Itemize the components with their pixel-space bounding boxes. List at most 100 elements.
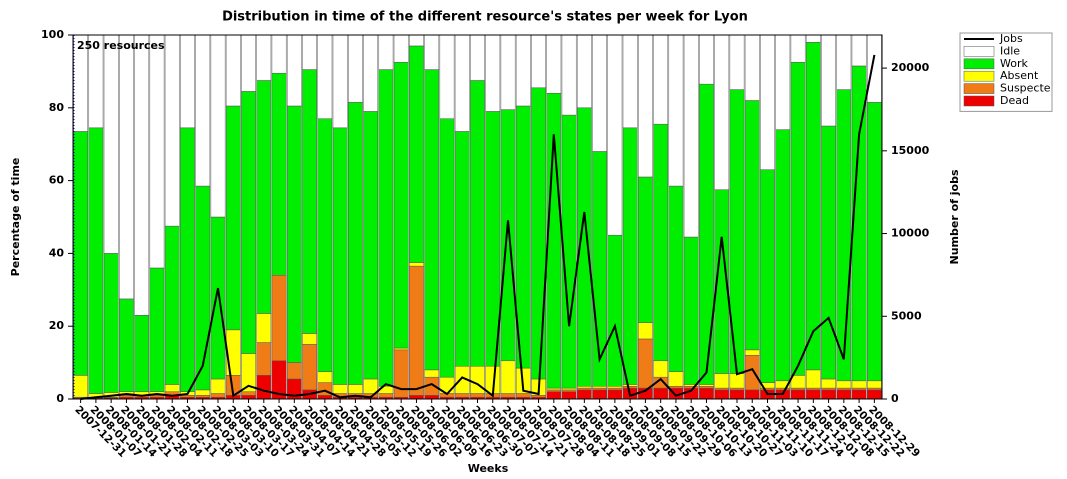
legend-label: Idle	[1000, 44, 1020, 57]
bar-segment	[729, 34, 745, 90]
bar-segment	[576, 34, 592, 109]
bar-segment	[821, 34, 836, 127]
bar-segment	[409, 45, 424, 263]
bar-segment	[836, 380, 852, 389]
chart-title: Distribution in time of the different re…	[222, 10, 748, 25]
bar-segment	[790, 62, 806, 376]
bar-segment	[241, 34, 256, 92]
bar-segment	[576, 386, 592, 389]
annotation: 250 resources	[77, 39, 165, 52]
jobs-line	[80, 54, 876, 400]
bar-segment	[180, 34, 195, 129]
bar-segment	[393, 34, 409, 63]
bar-segment	[500, 34, 516, 110]
bar-segment	[332, 34, 348, 129]
bar-segment	[210, 34, 226, 218]
legend-label: Absent	[1000, 69, 1039, 82]
legend-swatch	[963, 70, 995, 82]
y-tick-label: 40	[49, 246, 65, 259]
bar-segment	[470, 365, 485, 394]
y-tick-label: 100	[41, 28, 64, 41]
bar-segment	[531, 34, 546, 89]
bar-segment	[805, 42, 821, 371]
bar-segment	[866, 389, 882, 400]
bar-segment	[286, 34, 302, 107]
bar-segment	[790, 375, 806, 389]
bar-segment	[332, 384, 348, 394]
bar-segment	[653, 360, 669, 378]
bar-segment	[149, 34, 165, 269]
bar-segment	[668, 386, 684, 389]
bar-segment	[622, 384, 638, 387]
bar-segment	[470, 80, 485, 367]
y-tick-label: 60	[49, 174, 65, 187]
bar-segment	[607, 387, 623, 391]
bar-segment	[836, 89, 852, 382]
y-tick-label: 20	[49, 319, 65, 332]
bar-segment	[424, 69, 440, 371]
bar-segment	[866, 387, 882, 391]
bar-segment	[760, 169, 775, 383]
bar-segment	[134, 315, 150, 392]
bar-segment	[73, 375, 89, 398]
bar-segment	[546, 387, 562, 391]
y2-tick-label: 20000	[891, 61, 930, 74]
bar-segment	[714, 373, 730, 389]
bar-segment	[256, 375, 272, 400]
bar-segment	[531, 395, 546, 398]
bar-segment	[546, 34, 562, 94]
bar-segment	[592, 387, 607, 391]
bar-segment	[225, 329, 241, 376]
bar-segment	[607, 34, 623, 236]
bar-segment	[393, 62, 409, 349]
bar-segment	[622, 127, 638, 385]
legend-swatch	[963, 46, 995, 57]
bar-segment	[790, 389, 806, 400]
bar-segment	[683, 386, 699, 389]
y2-tick-label: 10000	[891, 227, 930, 240]
bar-segment	[256, 313, 272, 343]
bar-segment	[760, 387, 775, 391]
y2-tick-label: 0	[891, 392, 899, 405]
y2-tick-label: 15000	[891, 144, 930, 157]
bar-segment	[134, 34, 150, 316]
bar-segment	[607, 234, 623, 387]
bar-segment	[851, 389, 867, 400]
legend-swatch	[963, 83, 995, 94]
bar-segment	[332, 127, 348, 385]
bar-segment	[866, 102, 882, 382]
bar-segment	[500, 109, 516, 362]
bar-segment	[607, 386, 623, 389]
bar-segment	[164, 225, 180, 385]
bar-segment	[561, 387, 577, 391]
bar-segment	[409, 34, 424, 47]
bar-segment	[119, 395, 134, 398]
bar-segment	[271, 274, 287, 362]
bar-segment	[805, 369, 821, 389]
bar-segment	[470, 34, 485, 81]
bar-segment	[439, 34, 455, 119]
bar-segment	[73, 131, 89, 376]
legend-swatch	[963, 58, 995, 70]
y-tick-label: 0	[56, 392, 64, 405]
legend-swatch	[963, 95, 995, 107]
bar-segment	[363, 111, 379, 380]
bar-segment	[164, 34, 180, 227]
bar-segment	[576, 389, 592, 400]
bar-segment	[653, 123, 669, 362]
bar-segment	[805, 389, 821, 400]
bar-segment	[378, 34, 394, 70]
bar-segment	[149, 267, 165, 392]
bar-segment	[210, 378, 226, 394]
bar-segment	[592, 34, 607, 152]
bar-segment	[195, 389, 211, 396]
bar-segment	[866, 380, 882, 389]
bar-segment	[256, 34, 272, 81]
bar-segment	[515, 393, 531, 398]
bar-segment	[744, 355, 760, 391]
bar-segment	[622, 34, 638, 129]
bar-segment	[531, 87, 546, 380]
bar-segment	[821, 389, 836, 400]
bar-segment	[561, 34, 577, 116]
